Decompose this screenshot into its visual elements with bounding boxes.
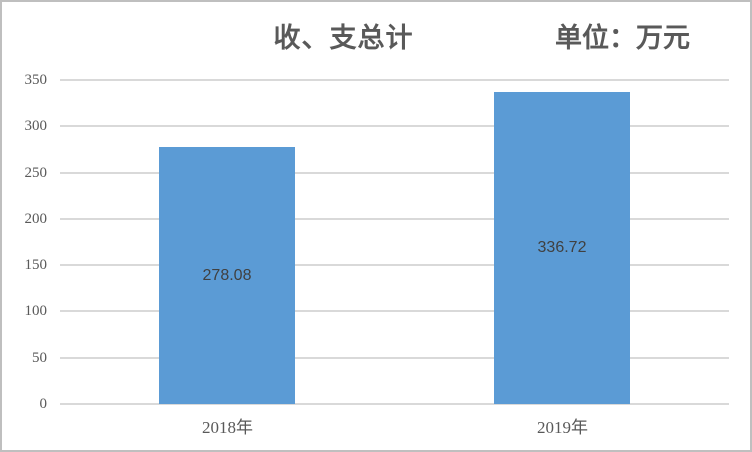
y-axis-tick-label: 100	[24, 303, 48, 320]
unit-label: 单位：万元	[555, 23, 690, 53]
y-axis-tick-label: 250	[24, 164, 48, 181]
bar-data-label: 336.72	[537, 239, 587, 256]
plot-area	[60, 79, 729, 405]
y-axis-tick-label: 50	[32, 349, 47, 366]
x-axis-category-label: 2018年	[202, 418, 253, 437]
gridline	[60, 217, 729, 220]
y-axis-tick-label: 0	[39, 396, 48, 412]
gridline	[60, 79, 729, 81]
y-axis-tick-label: 350	[24, 72, 48, 88]
bar-data-label: 278.08	[202, 266, 252, 284]
gridline	[60, 310, 729, 313]
y-axis-tick-label: 150	[24, 257, 48, 274]
y-axis-tick-label: 200	[24, 210, 48, 227]
bar: 336.72	[494, 92, 630, 404]
gridline	[60, 125, 729, 128]
bar: 278.08	[159, 147, 295, 404]
chart-title: 收、支总计	[273, 23, 414, 53]
gridline	[60, 403, 729, 405]
gridline	[60, 171, 729, 174]
gridline	[60, 356, 729, 359]
y-axis-tick-label: 300	[24, 118, 48, 135]
gridline	[60, 264, 729, 267]
x-axis-category-label: 2019年	[537, 418, 588, 437]
